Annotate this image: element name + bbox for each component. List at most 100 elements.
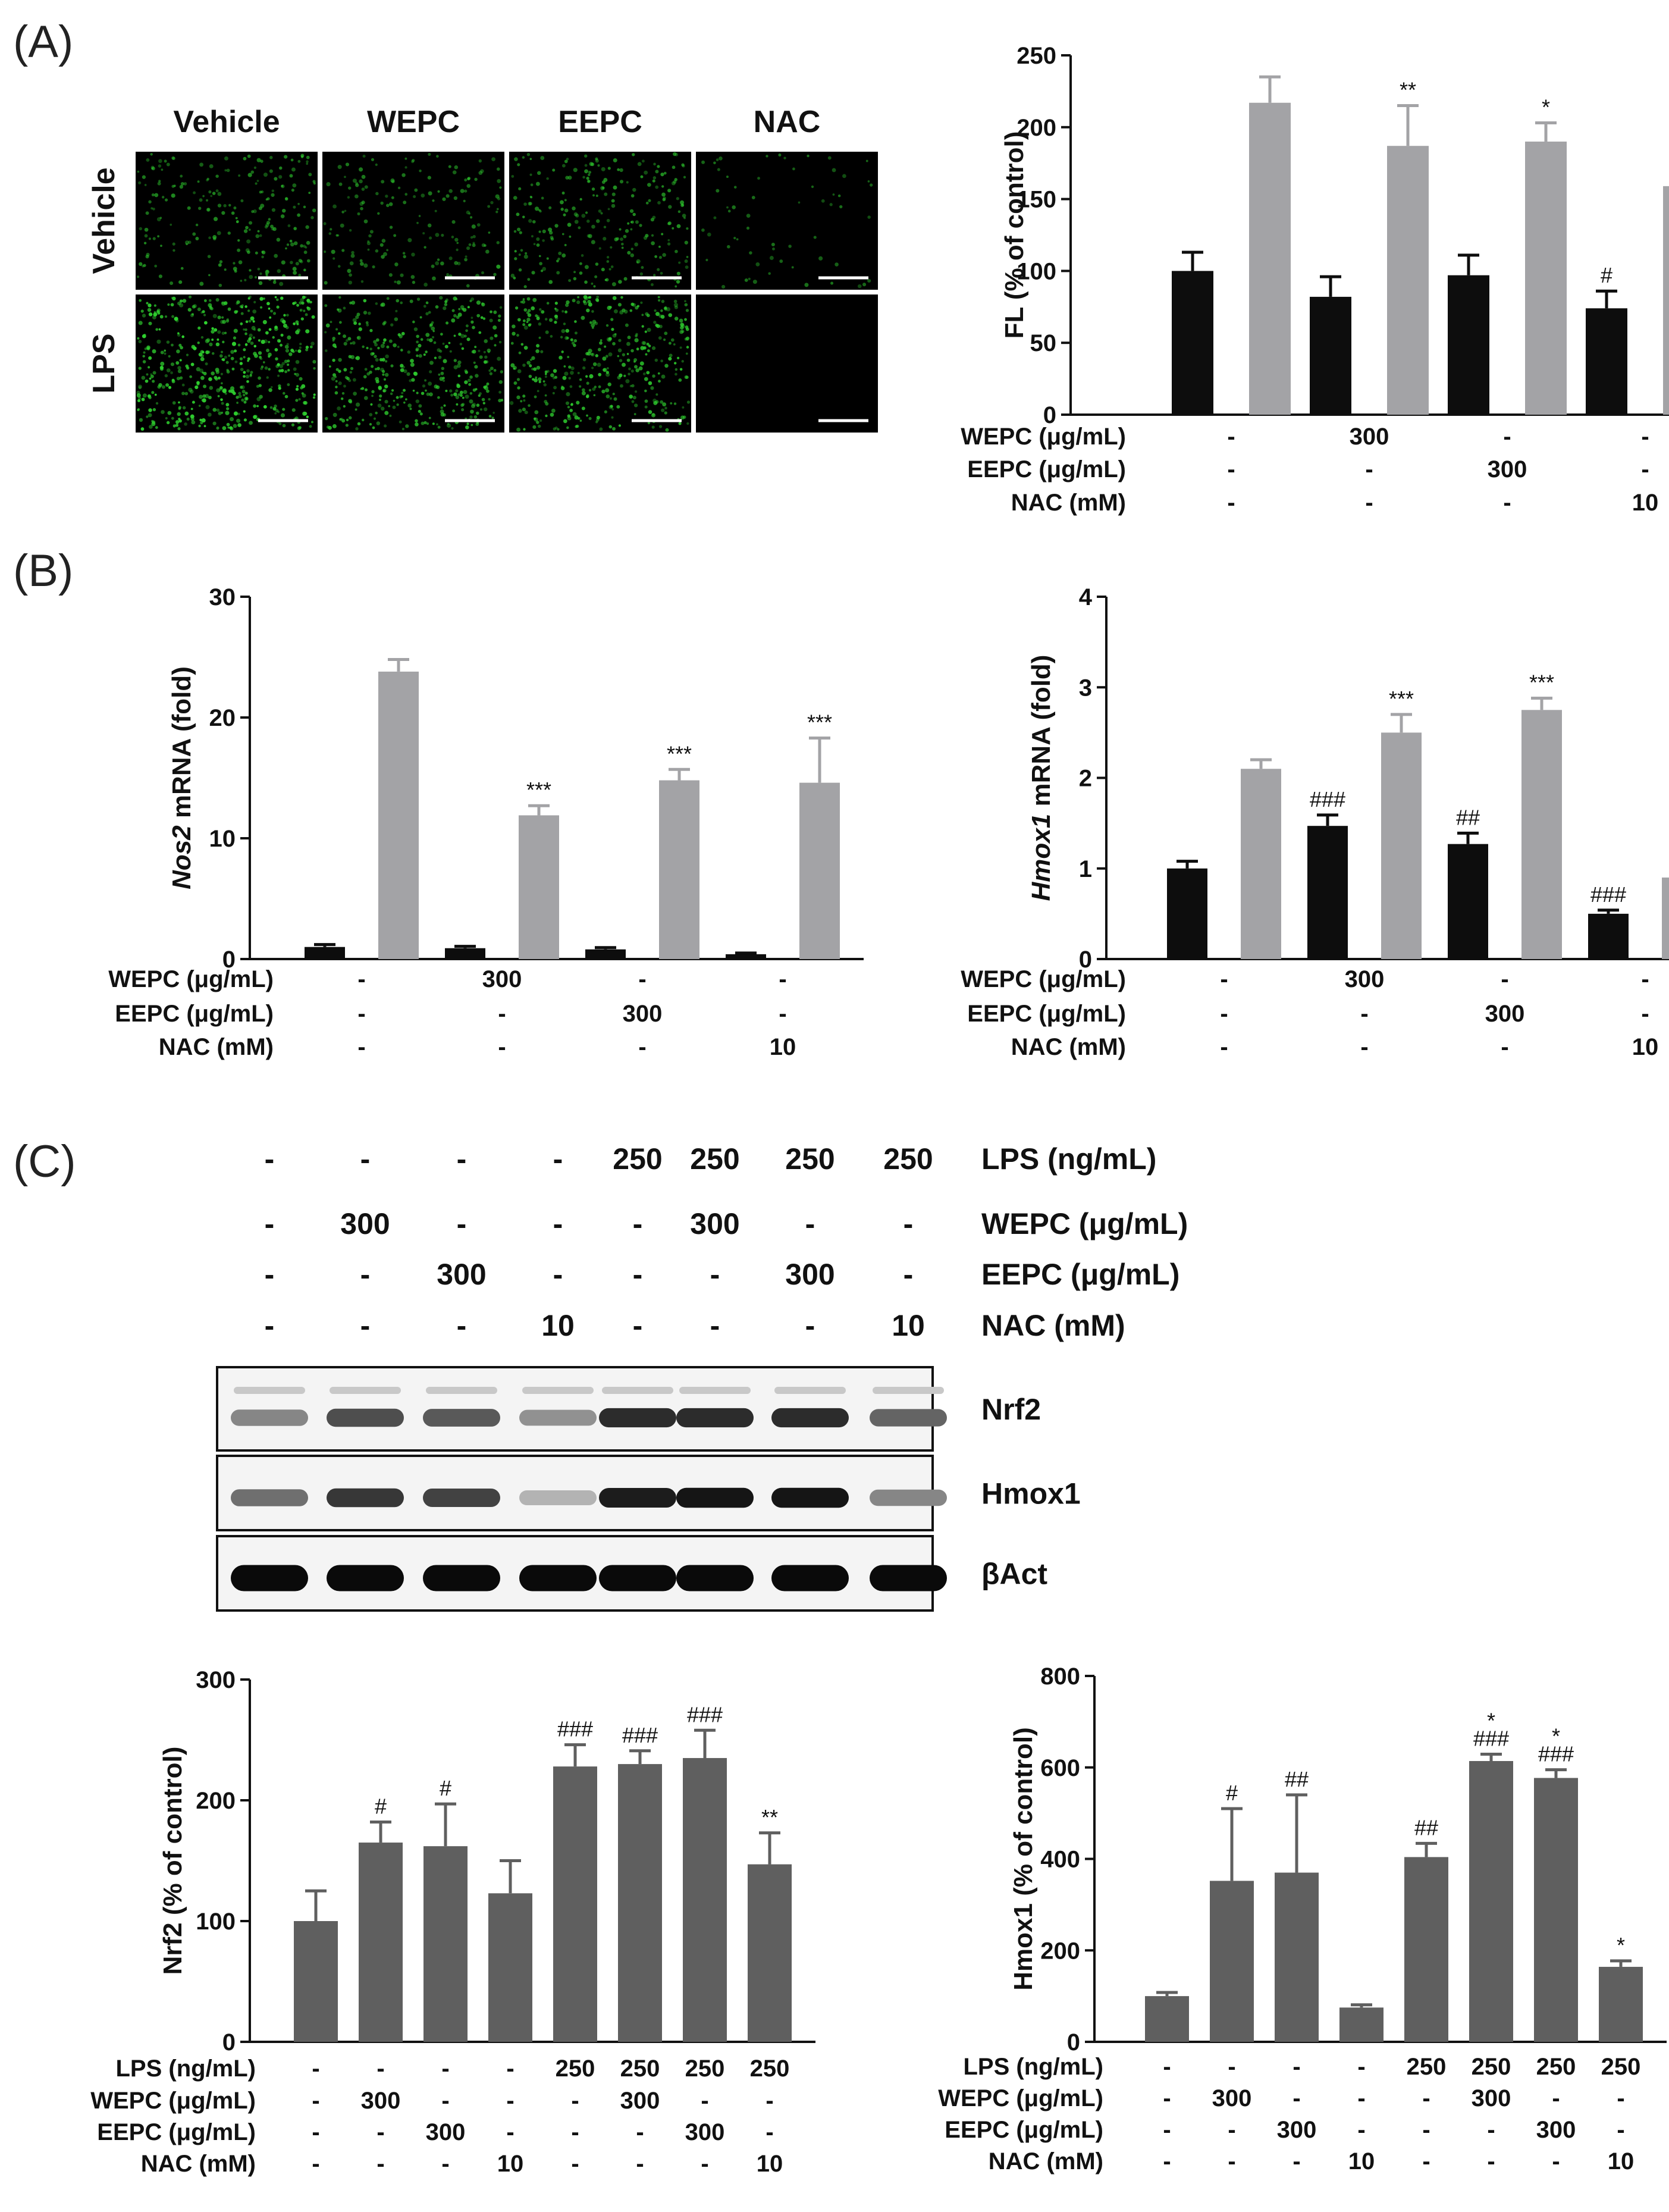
treatment-row-label: NAC (mM) [159, 1034, 274, 1060]
cell-signal [221, 411, 224, 414]
cell-signal [607, 367, 609, 369]
cell-signal [517, 318, 521, 322]
cell-signal [484, 339, 488, 343]
cell-signal [651, 413, 656, 418]
cell-signal [657, 296, 660, 299]
cell-signal [199, 198, 203, 202]
cell-signal [636, 259, 641, 264]
cell-signal [591, 224, 595, 229]
blot-treatment-value: - [553, 1207, 563, 1240]
cell-signal [603, 368, 607, 372]
cell-signal [386, 203, 390, 208]
treatment-value: 10 [1348, 2148, 1375, 2175]
cell-signal [497, 319, 501, 322]
treatment-value: - [1501, 1034, 1508, 1060]
cell-signal [538, 209, 541, 212]
cell-signal [233, 328, 238, 333]
cell-signal [176, 349, 180, 353]
cell-signal [839, 205, 843, 209]
cell-signal [460, 334, 465, 339]
cell-signal [862, 283, 867, 287]
cell-signal [591, 187, 595, 191]
cell-signal [224, 156, 228, 161]
cell-signal [287, 383, 290, 386]
cell-signal [595, 195, 598, 198]
cell-signal [604, 192, 608, 196]
cell-signal [220, 372, 223, 375]
cell-signal [554, 302, 558, 305]
cell-signal [404, 166, 407, 169]
cell-signal [529, 158, 532, 160]
cell-signal [466, 246, 470, 250]
cell-signal [510, 274, 515, 278]
cell-signal [587, 299, 591, 304]
cell-signal [280, 369, 284, 372]
cell-signal [415, 399, 419, 403]
cell-signal [584, 280, 588, 284]
cell-signal [244, 396, 249, 401]
cell-signal [560, 386, 565, 390]
cell-signal [857, 284, 862, 289]
cell-signal [783, 156, 786, 159]
cell-signal [650, 386, 654, 390]
cell-signal [224, 392, 227, 395]
cell-signal [478, 331, 482, 334]
cell-signal [199, 418, 202, 422]
cell-signal [152, 349, 156, 353]
treatment-value: 250 [1536, 2054, 1576, 2080]
cell-signal [397, 346, 400, 348]
cell-signal [641, 266, 644, 270]
cell-signal [490, 310, 492, 314]
cell-signal [303, 268, 306, 272]
cell-signal [470, 297, 475, 301]
cell-signal [301, 384, 306, 388]
cell-signal [360, 387, 363, 390]
cell-signal [457, 261, 461, 266]
cell-signal [199, 162, 204, 167]
micro-image [509, 152, 691, 290]
cell-signal [152, 207, 155, 211]
cell-signal [363, 396, 368, 400]
cell-signal [591, 282, 594, 285]
cell-signal [394, 317, 399, 321]
y-tick-label: 800 [1040, 1663, 1080, 1690]
cell-signal [421, 391, 425, 395]
cell-signal [528, 202, 532, 206]
cell-signal [363, 299, 367, 303]
cell-signal [205, 350, 209, 355]
cell-signal [303, 309, 306, 312]
cell-signal [274, 404, 277, 408]
cell-signal [554, 308, 557, 310]
blot-band [423, 1489, 500, 1507]
cell-signal [246, 239, 251, 244]
cell-signal [145, 211, 149, 215]
cell-signal [564, 159, 568, 164]
cell-signal [498, 340, 502, 344]
cell-signal [224, 301, 228, 305]
cell-signal [291, 408, 296, 412]
cell-signal [768, 272, 771, 275]
cell-signal [620, 296, 623, 299]
cell-signal [660, 359, 663, 363]
cell-signal [517, 163, 520, 167]
cell-signal [425, 301, 429, 305]
cell-signal [610, 246, 613, 249]
cell-signal [570, 338, 573, 341]
cell-signal [727, 209, 731, 213]
cell-signal [644, 377, 648, 381]
cell-signal [158, 159, 162, 163]
cell-signal [245, 344, 247, 347]
cell-signal [662, 253, 666, 257]
cell-signal [247, 359, 249, 362]
y-tick-label: 200 [196, 1788, 236, 1814]
cell-signal [390, 323, 394, 327]
cell-signal [268, 368, 271, 371]
bar [1599, 1966, 1643, 2042]
cell-signal [217, 203, 222, 208]
blot-band [870, 1489, 947, 1506]
cell-signal [575, 214, 579, 218]
cell-signal [310, 421, 313, 424]
cell-signal [673, 362, 677, 365]
cell-signal [429, 323, 433, 327]
